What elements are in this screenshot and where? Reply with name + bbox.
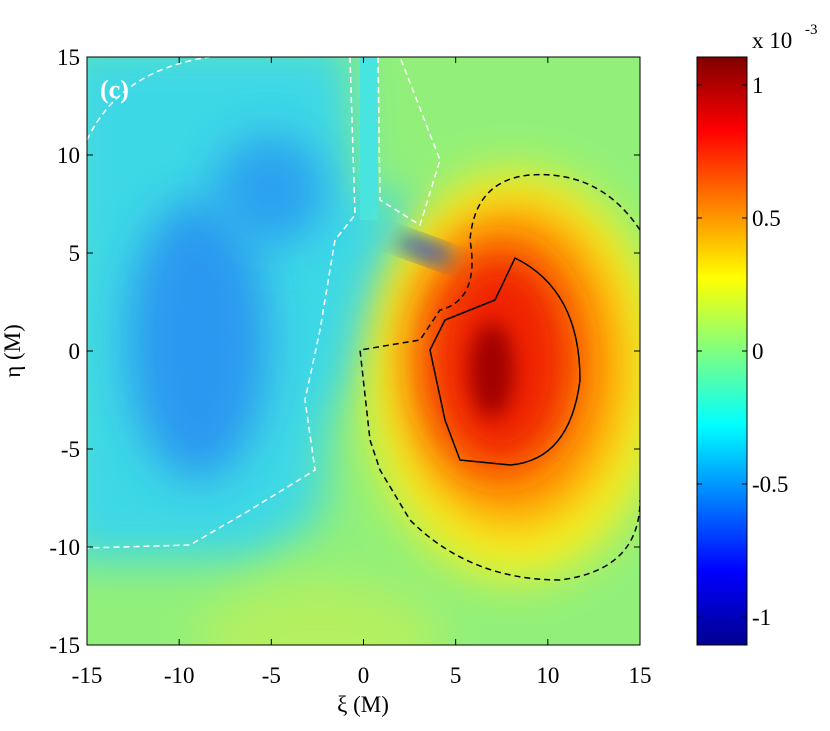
y-tick-label: 5 <box>69 241 81 266</box>
y-tick-label: 15 <box>57 45 80 70</box>
colorbar-tick-label: -0.5 <box>752 472 788 497</box>
y-tick-label: -5 <box>61 437 80 462</box>
colorbar-tick-label: 0 <box>752 339 764 364</box>
x-tick-label: -15 <box>72 663 103 688</box>
x-tick-label: 0 <box>358 663 370 688</box>
colorbar-exponent: -3 <box>805 22 818 38</box>
x-tick-label: 5 <box>450 663 462 688</box>
y-tick-label: -10 <box>49 535 80 560</box>
x-tick-label: 15 <box>629 663 652 688</box>
colorbar <box>696 56 748 646</box>
colorbar-tick-label: -1 <box>752 605 771 630</box>
panel-label: (c) <box>100 75 129 104</box>
x-tick-label: -5 <box>262 663 281 688</box>
colorbar-tick-label: 1 <box>752 73 764 98</box>
y-tick-label: 0 <box>69 339 81 364</box>
x-tick-label: 10 <box>536 663 559 688</box>
colorbar-label: x 10 <box>752 28 792 53</box>
colorbar-tick-label: 0.5 <box>752 206 781 231</box>
field <box>87 57 640 645</box>
x-axis-label: ξ (M) <box>337 692 389 717</box>
y-tick-label: 10 <box>57 143 80 168</box>
y-axis-label: η (M) <box>0 324 25 378</box>
y-tick-label: -15 <box>49 633 80 658</box>
x-tick-label: -10 <box>164 663 195 688</box>
